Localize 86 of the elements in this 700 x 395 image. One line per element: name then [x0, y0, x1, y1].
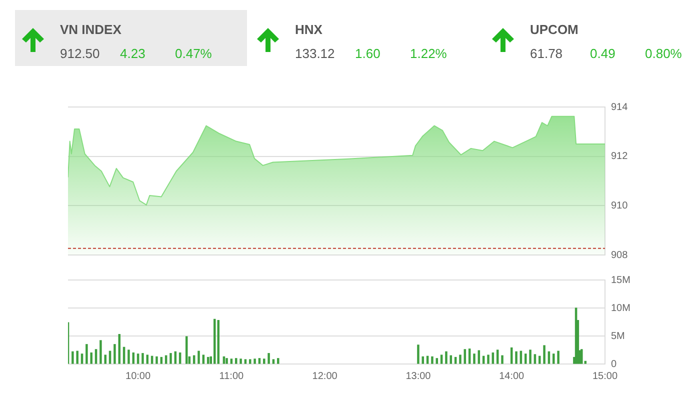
bar: [100, 340, 102, 364]
x-tick-label: 12:00: [312, 370, 338, 382]
y-tick-label: 908: [611, 250, 628, 261]
bar: [515, 351, 518, 364]
text: 1.22%: [410, 46, 447, 61]
bar: [464, 349, 466, 364]
bar: [226, 358, 228, 364]
bar: [118, 334, 120, 364]
bar: [72, 351, 74, 364]
bar: [478, 350, 480, 364]
bar: [552, 354, 555, 364]
bar: [132, 352, 135, 364]
bar: [268, 353, 270, 364]
y-tick-label: 914: [611, 102, 628, 113]
bar: [230, 358, 233, 364]
bar: [156, 356, 158, 364]
bar: [217, 320, 220, 364]
y-tick-label: 912: [611, 151, 628, 162]
bar: [487, 354, 490, 364]
bar: [248, 359, 252, 364]
bar: [422, 356, 424, 364]
bar: [80, 354, 84, 364]
bar: [104, 354, 106, 364]
bar: [473, 354, 476, 364]
text: 61.78: [530, 46, 563, 61]
y-tick-label: 5M: [611, 330, 625, 342]
bar: [501, 355, 504, 364]
x-tick-label: 11:00: [219, 370, 244, 382]
bar: [142, 353, 144, 364]
bar: [240, 358, 242, 364]
bar: [222, 356, 226, 364]
bar: [244, 359, 247, 364]
bar: [94, 349, 98, 364]
text: 0.80%: [645, 46, 682, 61]
bar: [170, 353, 172, 364]
text: 0.49: [590, 46, 616, 61]
y-tick-label: 0: [611, 358, 617, 370]
category-label: UPCOM: [530, 22, 578, 37]
text: 4.23: [120, 46, 146, 61]
bar: [86, 344, 88, 364]
bar: [524, 354, 527, 364]
bar: [431, 356, 434, 364]
category-label: VN INDEX: [60, 22, 122, 37]
bar: [206, 356, 210, 364]
bar: [146, 354, 149, 364]
bar: [198, 350, 200, 364]
x-tick-label: 14:00: [499, 370, 525, 382]
bar: [234, 358, 238, 364]
y-tick-label: 15M: [611, 274, 630, 286]
bar: [417, 344, 420, 364]
bar: [468, 348, 471, 364]
bar: [538, 356, 541, 364]
bar: [529, 350, 532, 364]
bar: [496, 350, 499, 364]
bar: [114, 344, 116, 364]
bar: [543, 345, 546, 364]
y-tick-label: 10M: [611, 302, 630, 314]
bar: [160, 356, 163, 364]
bar: [454, 356, 457, 364]
bar: [258, 358, 261, 364]
text: 1.60: [355, 46, 380, 61]
text: 912.50: [60, 46, 100, 61]
bar: [202, 354, 205, 364]
bar: [557, 350, 560, 364]
bar: [445, 351, 448, 364]
bar: [277, 358, 280, 364]
bar: [254, 358, 256, 364]
y-tick-label: 910: [611, 200, 628, 212]
x-tick-label: 15:00: [592, 370, 618, 382]
x-tick-label: 10:00: [126, 370, 151, 382]
category-label: HNX: [295, 22, 322, 37]
bar: [272, 359, 275, 364]
x-tick-label: 13:00: [406, 370, 432, 382]
bar: [185, 336, 188, 364]
bar: [128, 350, 130, 364]
bar: [213, 318, 216, 364]
bar: [90, 352, 92, 364]
bar: [262, 358, 266, 364]
bar: [534, 354, 536, 364]
bar: [440, 354, 443, 364]
text: 0.47%: [175, 46, 212, 61]
bar: [436, 358, 438, 364]
text: 133.12: [295, 46, 335, 61]
bar: [76, 350, 78, 364]
bar: [136, 354, 140, 364]
bar: [459, 354, 462, 364]
